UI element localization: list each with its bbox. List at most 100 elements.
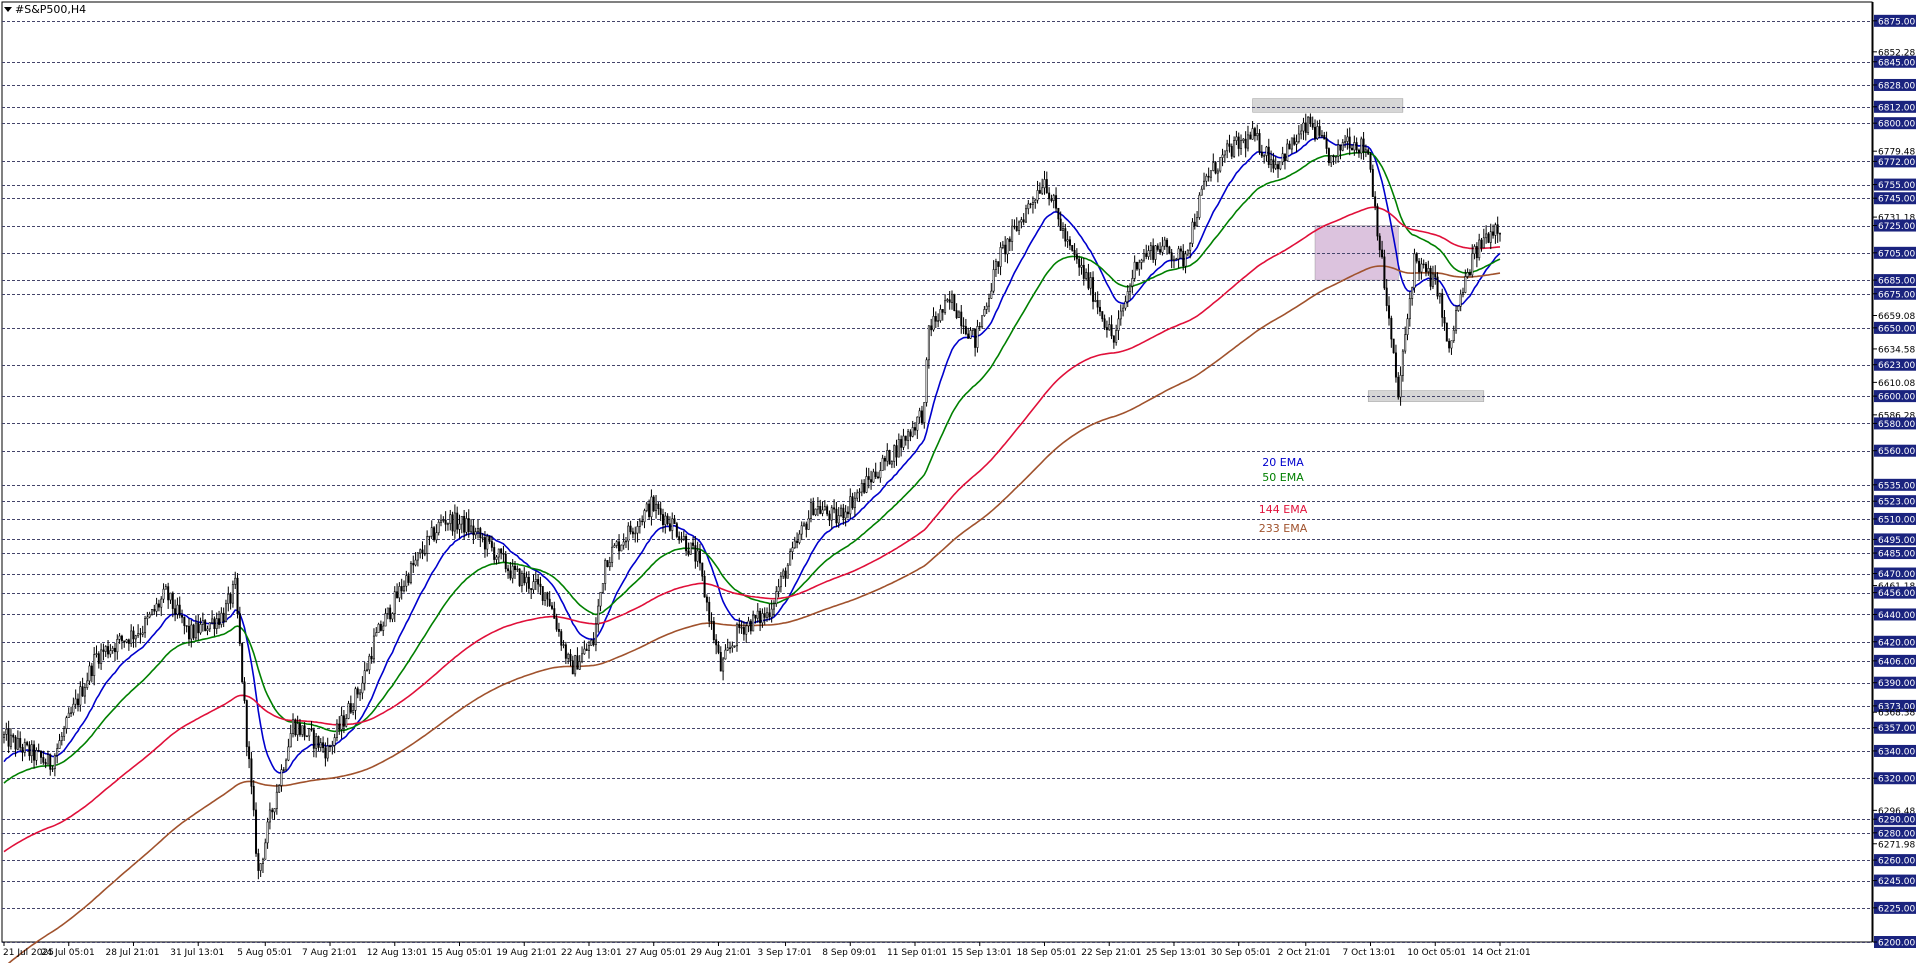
candle-body bbox=[1163, 239, 1166, 247]
candle bbox=[162, 583, 165, 603]
candle bbox=[530, 588, 533, 599]
candle bbox=[137, 624, 140, 638]
candle-body bbox=[1087, 272, 1090, 289]
candle-body bbox=[414, 559, 417, 566]
time-tick-label: 29 Aug 21:01 bbox=[690, 948, 751, 958]
candle-body bbox=[109, 650, 112, 655]
candle bbox=[352, 703, 355, 716]
candle bbox=[738, 617, 741, 634]
candle-body bbox=[255, 809, 258, 854]
candle bbox=[636, 521, 639, 543]
candle-body bbox=[923, 402, 926, 423]
candle-body bbox=[352, 710, 355, 713]
candle bbox=[877, 471, 880, 480]
candle-body bbox=[754, 614, 757, 619]
candle bbox=[1103, 314, 1106, 331]
candle-body bbox=[1126, 291, 1129, 302]
candle-body bbox=[1251, 128, 1254, 140]
candle-body bbox=[1135, 261, 1138, 270]
candle-body bbox=[35, 750, 38, 761]
candle bbox=[72, 697, 75, 716]
candle bbox=[403, 580, 406, 593]
candle-body bbox=[1330, 155, 1333, 164]
candle bbox=[157, 599, 160, 612]
price-tick-label: 6390.00 bbox=[1878, 679, 1915, 689]
candle-body bbox=[1050, 198, 1053, 201]
candle bbox=[511, 559, 514, 584]
candle bbox=[897, 433, 900, 458]
symbol-title[interactable]: #S&P500,H4 bbox=[4, 3, 86, 16]
candle bbox=[289, 724, 292, 748]
candle-body bbox=[1388, 305, 1391, 319]
candle-body bbox=[900, 439, 903, 448]
time-tick-label: 5 Aug 05:01 bbox=[237, 948, 292, 958]
candle-body bbox=[1374, 196, 1377, 207]
candle-body bbox=[426, 536, 429, 554]
candle bbox=[218, 610, 221, 629]
candle bbox=[419, 548, 422, 559]
candle bbox=[990, 282, 993, 299]
candle-body bbox=[51, 768, 54, 770]
candle-body bbox=[872, 471, 875, 483]
candle-body bbox=[1249, 134, 1252, 140]
candle bbox=[1434, 265, 1437, 285]
candle-body bbox=[823, 506, 826, 511]
candle bbox=[883, 455, 886, 471]
candle-body bbox=[909, 431, 912, 437]
dropdown-triangle-icon[interactable] bbox=[4, 7, 12, 12]
candle bbox=[379, 620, 382, 632]
candle bbox=[1334, 156, 1337, 164]
candle bbox=[440, 514, 443, 527]
candle-body bbox=[1263, 155, 1266, 157]
candle-body bbox=[257, 853, 260, 871]
candle bbox=[613, 543, 616, 548]
candle-body bbox=[971, 328, 974, 331]
candle bbox=[904, 435, 907, 446]
candle bbox=[1448, 338, 1451, 353]
candle-body bbox=[724, 649, 727, 660]
candle-body bbox=[398, 586, 401, 599]
candle-body bbox=[248, 746, 251, 760]
candle bbox=[430, 520, 433, 539]
candle-body bbox=[134, 635, 137, 640]
candle-body bbox=[784, 570, 787, 579]
candle bbox=[1223, 150, 1226, 163]
candle bbox=[1357, 148, 1360, 158]
candle-body bbox=[275, 791, 278, 809]
candle bbox=[830, 505, 833, 530]
candle-body bbox=[116, 638, 119, 653]
candle bbox=[881, 454, 884, 471]
candle-body bbox=[624, 540, 627, 543]
candle bbox=[858, 488, 861, 503]
candle-body bbox=[851, 496, 854, 509]
candle-body bbox=[1360, 138, 1363, 154]
candle-body bbox=[430, 527, 433, 537]
candle-body bbox=[708, 601, 711, 622]
candle-body bbox=[944, 300, 947, 313]
candle-body bbox=[331, 745, 334, 748]
time-tick-label: 15 Sep 13:01 bbox=[952, 948, 1012, 958]
candle-body bbox=[1235, 136, 1238, 141]
price-label-bg bbox=[1874, 874, 1916, 887]
candle bbox=[248, 741, 251, 769]
candle-body bbox=[273, 808, 276, 813]
candle-body bbox=[796, 540, 799, 543]
candle-body bbox=[1256, 133, 1259, 137]
candle bbox=[925, 357, 928, 407]
price-label-bg bbox=[1874, 321, 1916, 334]
candle bbox=[553, 601, 556, 619]
candle bbox=[756, 603, 759, 623]
candle-body bbox=[1008, 238, 1011, 242]
candle bbox=[833, 499, 836, 514]
candle-body bbox=[139, 633, 142, 635]
candle-body bbox=[1316, 126, 1319, 139]
candle-body bbox=[268, 809, 271, 823]
candle bbox=[1443, 310, 1446, 331]
candle-body bbox=[428, 535, 431, 538]
candle-body bbox=[1018, 221, 1021, 231]
price-label-bg bbox=[1874, 246, 1916, 259]
price-label-bg bbox=[1874, 358, 1916, 371]
candle bbox=[3, 731, 5, 744]
candle-body bbox=[97, 653, 100, 664]
